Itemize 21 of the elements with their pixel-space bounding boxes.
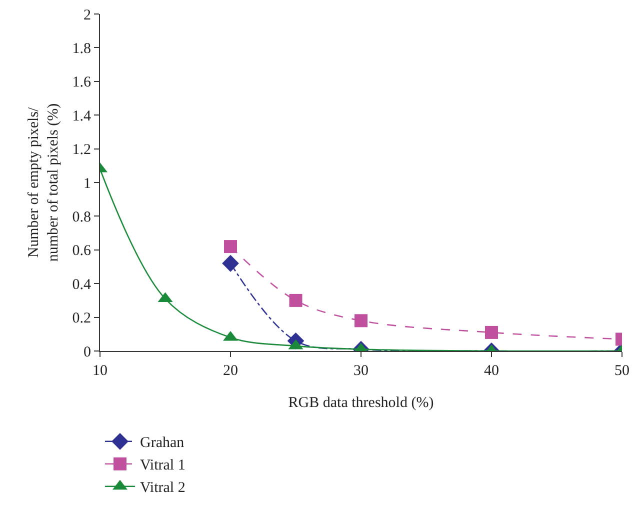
y-tick-label: 2 (84, 7, 91, 24)
y-tick-label: 1.2 (72, 142, 91, 158)
legend-label: Grahan (140, 435, 185, 452)
legend-label: Vitral 1 (140, 458, 186, 474)
y-tick-label: 1.4 (72, 108, 92, 124)
y-tick-label: 1.8 (72, 40, 91, 57)
x-axis-title: RGB data threshold (%) (288, 395, 434, 411)
x-tick-label: 20 (223, 363, 238, 379)
y-tick-label: 1.6 (72, 74, 92, 91)
y-tick-label: 0 (84, 344, 91, 360)
y-tick-label: 1 (84, 176, 91, 192)
legend-label: Vitral 2 (140, 480, 186, 496)
y-tick-label: 0.8 (72, 209, 91, 226)
x-tick-label: 40 (484, 363, 499, 379)
y-tick-label: 0.6 (72, 243, 92, 260)
x-tick-label: 10 (92, 363, 108, 379)
y-tick-label: 0.2 (72, 310, 91, 327)
y-tick-label: 0.4 (72, 276, 92, 293)
y-axis-title: Number of empty pixels/ number of total pixels (%) (26, 103, 62, 262)
x-tick-label: 50 (614, 363, 630, 379)
x-tick-label: 30 (354, 363, 368, 379)
